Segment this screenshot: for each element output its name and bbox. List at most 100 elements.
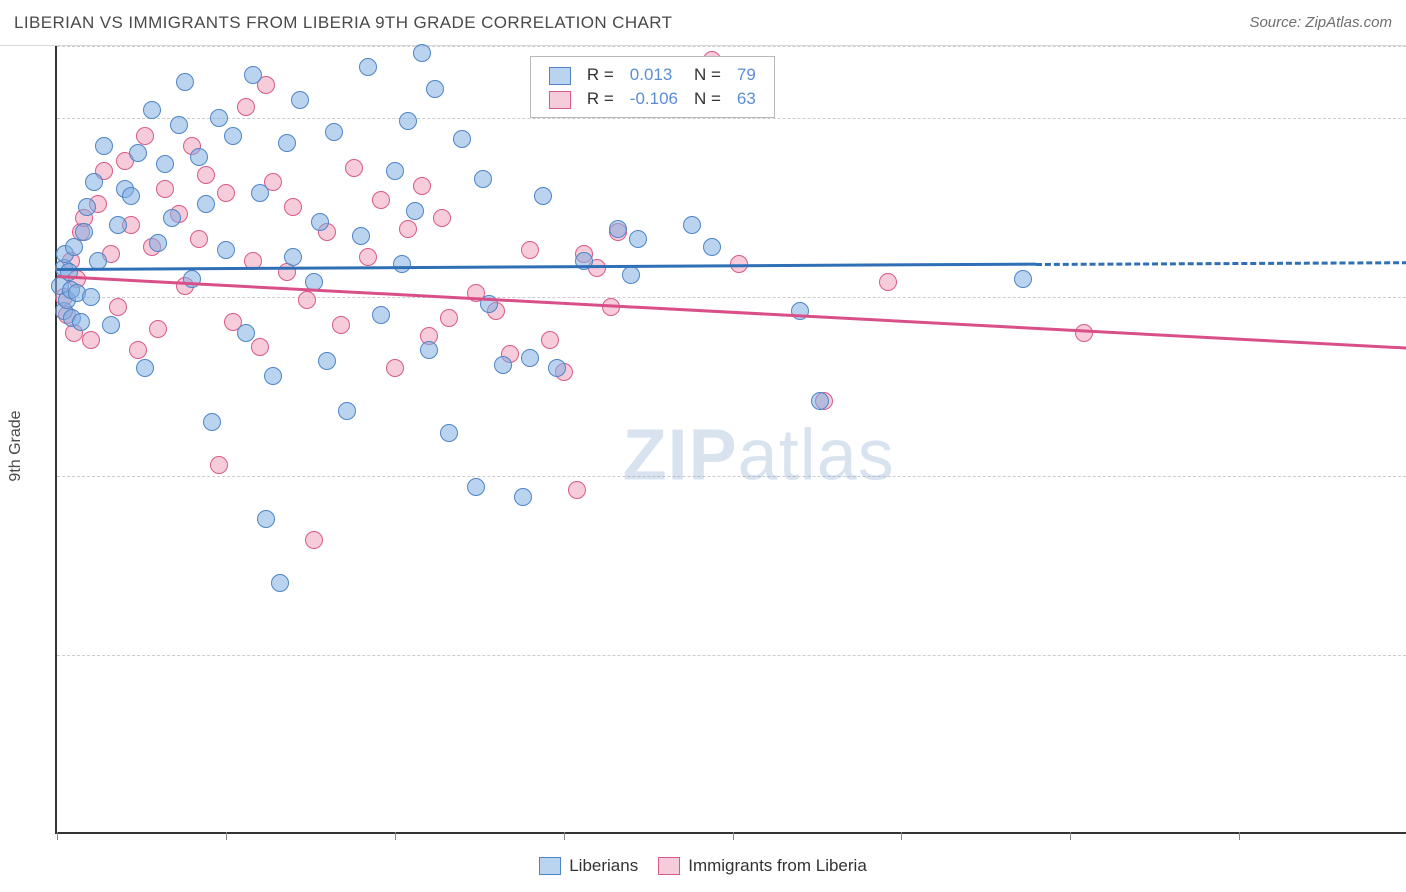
scatter-point [156, 155, 174, 173]
scatter-point [149, 234, 167, 252]
scatter-point [1014, 270, 1032, 288]
legend-N-label: N = [686, 63, 729, 87]
scatter-point [257, 510, 275, 528]
scatter-point [251, 184, 269, 202]
scatter-point [264, 367, 282, 385]
scatter-point [305, 531, 323, 549]
scatter-point [622, 266, 640, 284]
scatter-point [879, 273, 897, 291]
scatter-point [82, 331, 100, 349]
scatter-point [190, 148, 208, 166]
scatter-point [420, 341, 438, 359]
plot-area: R =0.013N =79R =-0.106N =63 ZIPatlas [55, 46, 1406, 834]
scatter-point [217, 241, 235, 259]
scatter-point [95, 137, 113, 155]
scatter-point [453, 130, 471, 148]
scatter-point [352, 227, 370, 245]
scatter-point [156, 180, 174, 198]
scatter-point [78, 198, 96, 216]
scatter-point [271, 574, 289, 592]
scatter-point [413, 177, 431, 195]
y-axis-title: 9th Grade [7, 410, 25, 481]
x-tick [1070, 832, 1071, 840]
scatter-point [426, 80, 444, 98]
x-tick [1239, 832, 1240, 840]
correlation-legend: R =0.013N =79R =-0.106N =63 [530, 56, 775, 118]
scatter-point [149, 320, 167, 338]
scatter-point [399, 112, 417, 130]
scatter-point [102, 316, 120, 334]
x-tick [395, 832, 396, 840]
scatter-point [406, 202, 424, 220]
scatter-point [318, 352, 336, 370]
scatter-point [325, 123, 343, 141]
scatter-point [433, 209, 451, 227]
scatter-point [244, 66, 262, 84]
scatter-point [217, 184, 235, 202]
scatter-point [298, 291, 316, 309]
scatter-point [399, 220, 417, 238]
scatter-point [251, 338, 269, 356]
scatter-point [332, 316, 350, 334]
gridline-h [57, 46, 1406, 47]
scatter-point [683, 216, 701, 234]
scatter-point [372, 306, 390, 324]
scatter-point [521, 349, 539, 367]
legend-swatch [658, 857, 680, 875]
title-bar: LIBERIAN VS IMMIGRANTS FROM LIBERIA 9TH … [0, 0, 1406, 46]
scatter-point [237, 98, 255, 116]
scatter-point [129, 341, 147, 359]
scatter-point [129, 144, 147, 162]
scatter-point [75, 223, 93, 241]
scatter-point [541, 331, 559, 349]
scatter-point [291, 91, 309, 109]
legend-R-value: 0.013 [622, 63, 686, 87]
scatter-point [521, 241, 539, 259]
scatter-point [338, 402, 356, 420]
scatter-point [568, 481, 586, 499]
scatter-point [413, 44, 431, 62]
scatter-point [278, 134, 296, 152]
scatter-point [359, 248, 377, 266]
x-tick [564, 832, 565, 840]
scatter-point [109, 216, 127, 234]
scatter-point [372, 191, 390, 209]
source-attribution: Source: ZipAtlas.com [1249, 14, 1392, 31]
legend-label: Immigrants from Liberia [688, 856, 867, 876]
scatter-point [136, 359, 154, 377]
scatter-point [440, 424, 458, 442]
scatter-point [203, 413, 221, 431]
scatter-point [82, 288, 100, 306]
scatter-point [224, 127, 242, 145]
x-tick [57, 832, 58, 840]
gridline-h [57, 476, 1406, 477]
scatter-point [237, 324, 255, 342]
scatter-point [85, 173, 103, 191]
scatter-point [386, 359, 404, 377]
scatter-point [467, 478, 485, 496]
scatter-point [122, 187, 140, 205]
legend-item: Immigrants from Liberia [658, 856, 867, 876]
scatter-point [629, 230, 647, 248]
legend-N-label: N = [686, 87, 729, 111]
scatter-point [284, 198, 302, 216]
scatter-point [548, 359, 566, 377]
scatter-point [311, 213, 329, 231]
scatter-point [474, 170, 492, 188]
regression-line [57, 263, 1036, 271]
legend-bottom: LiberiansImmigrants from Liberia [0, 856, 1406, 880]
scatter-point [345, 159, 363, 177]
legend-swatch [539, 857, 561, 875]
scatter-point [170, 116, 188, 134]
scatter-point [176, 73, 194, 91]
legend-swatch [549, 91, 571, 109]
legend-N-value: 63 [729, 87, 764, 111]
scatter-point [109, 298, 127, 316]
scatter-point [703, 238, 721, 256]
scatter-point [197, 195, 215, 213]
x-tick [733, 832, 734, 840]
scatter-point [359, 58, 377, 76]
scatter-point [163, 209, 181, 227]
scatter-point [440, 309, 458, 327]
scatter-point [609, 220, 627, 238]
